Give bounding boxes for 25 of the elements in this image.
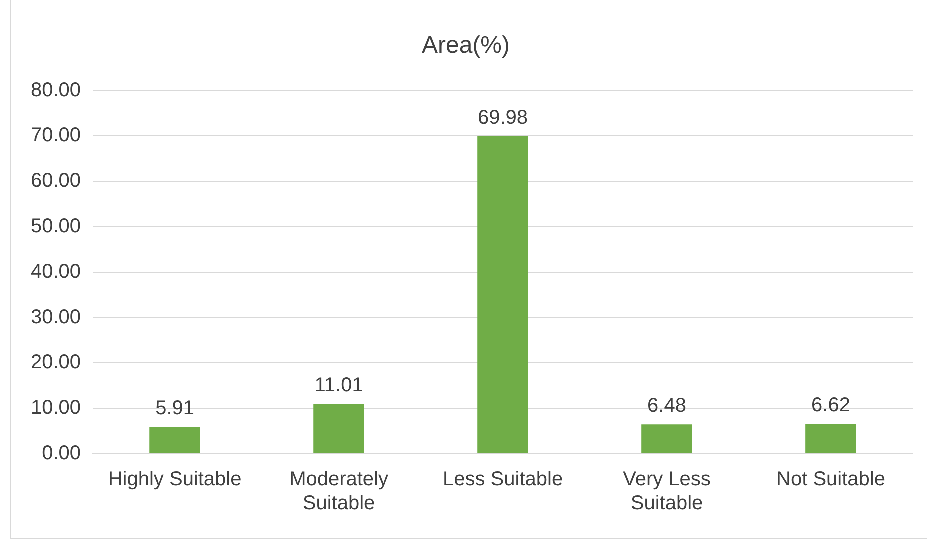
- y-tick-label: 30.00: [30, 306, 82, 328]
- bar: [150, 427, 200, 454]
- bar: [806, 424, 856, 454]
- y-tick-label: 40.00: [30, 260, 82, 283]
- bar: [642, 424, 692, 454]
- y-tick-label: 20.00: [30, 352, 82, 374]
- bar: [314, 404, 364, 454]
- y-tick-label: 0.00: [42, 442, 82, 465]
- y-tick-label: 60.00: [30, 170, 82, 192]
- x-tick-label: Moderately Suitable: [290, 468, 389, 515]
- x-tick-label: Very Less Suitable: [623, 468, 711, 515]
- y-tick-label: 70.00: [30, 124, 82, 147]
- data-label: 6.48: [648, 395, 686, 418]
- x-tick-label: Less Suitable: [442, 468, 564, 491]
- x-tick-label: Not Suitable: [776, 468, 886, 491]
- data-label: 6.62: [812, 394, 850, 416]
- data-label: 11.01: [314, 374, 364, 397]
- y-tick-label: 10.00: [30, 397, 82, 420]
- chart-title: Area(%): [422, 32, 510, 60]
- data-label: 69.98: [478, 106, 528, 129]
- bar: [478, 136, 528, 454]
- y-tick-label: 80.00: [30, 79, 82, 102]
- x-tick-label: Highly Suitable: [108, 468, 242, 491]
- y-tick-label: 50.00: [30, 216, 82, 238]
- data-label: 5.91: [156, 398, 195, 420]
